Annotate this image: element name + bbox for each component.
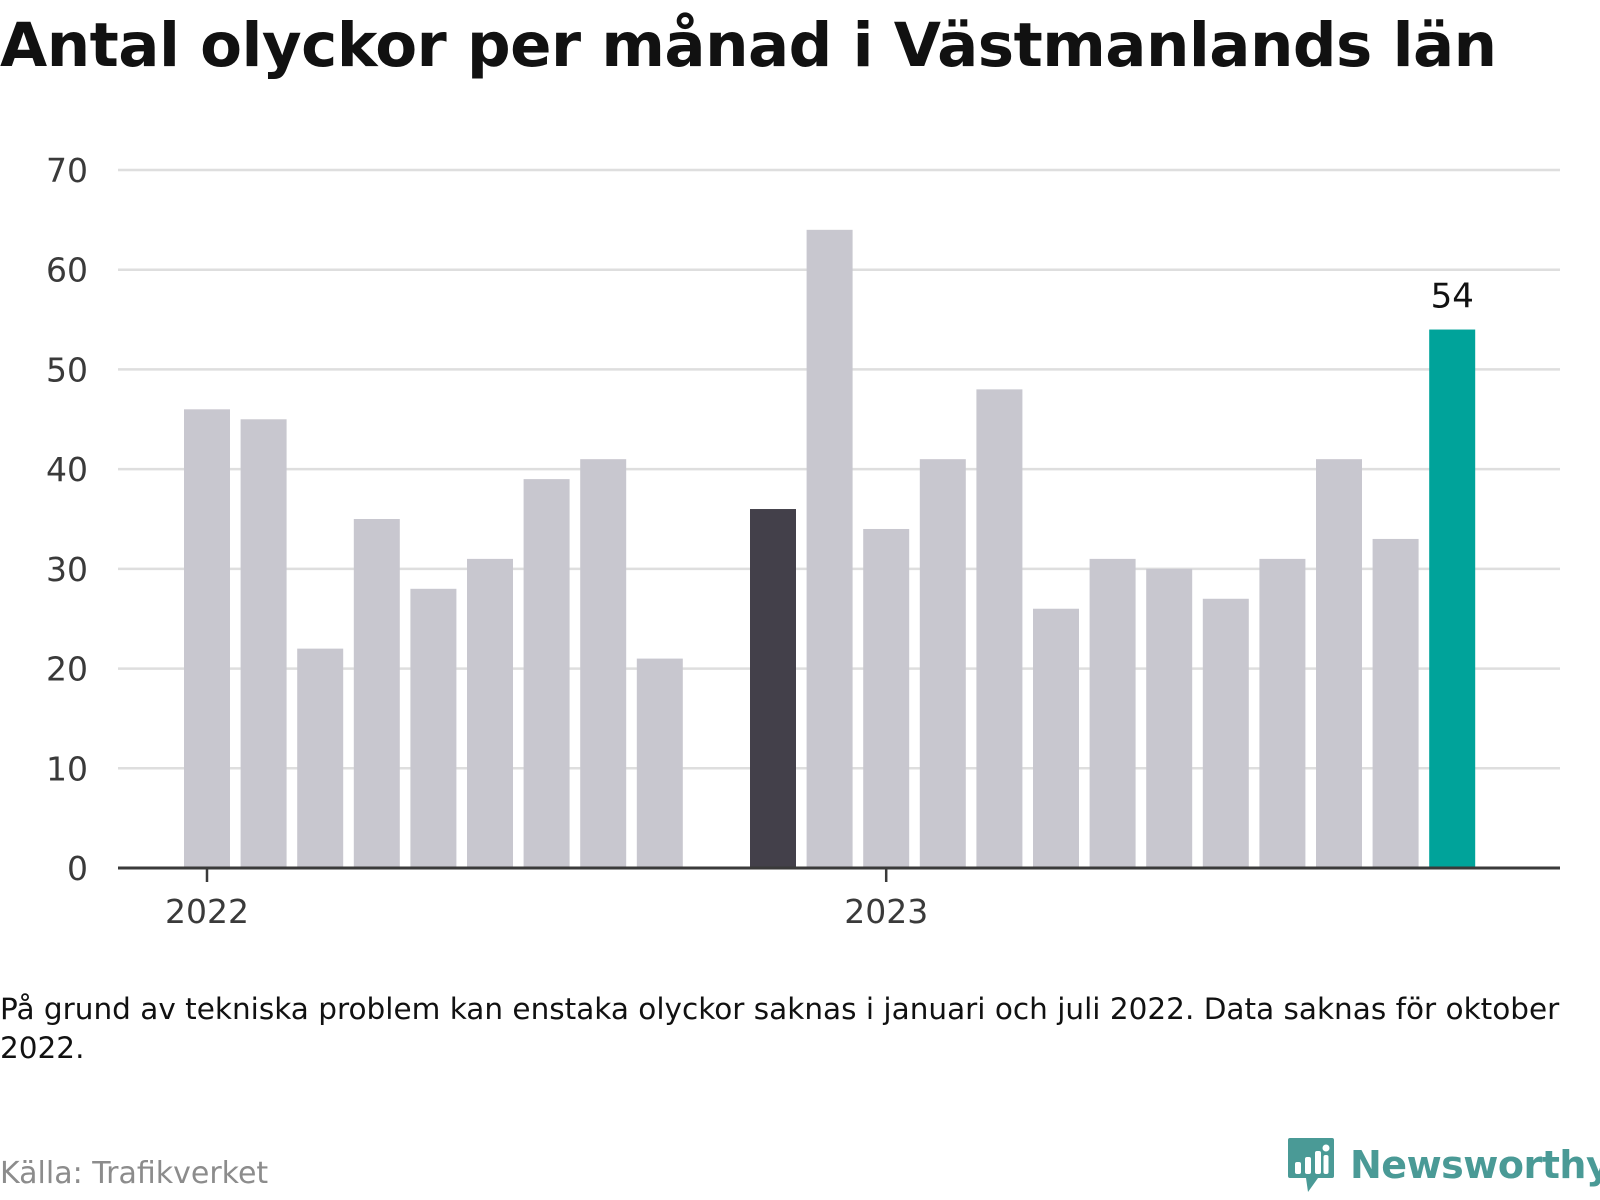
bar-2023-06 xyxy=(1146,568,1193,868)
y-axis-ticks: 0 10 20 30 40 50 60 70 xyxy=(46,151,88,888)
bar-2023-08 xyxy=(1259,558,1306,868)
y-tick-label: 20 xyxy=(46,650,88,689)
bar-2023-09 xyxy=(1316,459,1362,868)
y-tick-label: 0 xyxy=(67,849,88,888)
y-tick-label: 50 xyxy=(46,350,88,389)
bar-2023-03 xyxy=(976,389,1023,868)
x-tick-label: 2023 xyxy=(844,892,928,931)
bar-2022-11 xyxy=(750,509,796,868)
chart-footnote: På grund av tekniska problem kan enstaka… xyxy=(0,992,1560,1065)
y-tick-label: 70 xyxy=(46,151,88,190)
bars xyxy=(184,229,1476,869)
chart-title: Antal olyckor per månad i Västmanlands l… xyxy=(0,10,1497,81)
brand-name: Newsworthy xyxy=(1350,1143,1600,1187)
y-tick-label: 30 xyxy=(46,550,88,589)
data-labels: 54 xyxy=(1431,277,1474,317)
brand-logo: Newsworthy xyxy=(1286,1136,1600,1194)
x-axis-ticks: 2022 2023 xyxy=(165,868,928,931)
bar-chart-speech-bubble-icon xyxy=(1288,1138,1334,1192)
bar-2022-07 xyxy=(523,479,570,868)
y-tick-label: 60 xyxy=(46,251,88,290)
bar-2022-09 xyxy=(636,658,683,868)
bar-2022-05 xyxy=(410,588,457,868)
bar-2022-04 xyxy=(353,519,400,868)
bar-2022-08 xyxy=(580,459,627,868)
data-label-2023-11: 54 xyxy=(1431,277,1474,317)
bar-2022-12 xyxy=(806,229,853,869)
bar-2022-03 xyxy=(297,648,344,868)
bar-chart: 0 10 20 30 40 50 60 70 54 2022 2023 xyxy=(46,151,1560,931)
bar-2022-01 xyxy=(184,409,230,868)
bar-2023-07 xyxy=(1202,598,1249,868)
bar-2023-02 xyxy=(919,459,966,868)
y-tick-label: 40 xyxy=(46,450,88,489)
bar-2023-10 xyxy=(1372,538,1419,868)
bar-2022-06 xyxy=(467,558,513,868)
bar-2022-02 xyxy=(240,419,287,868)
bar-2023-05 xyxy=(1089,558,1136,868)
bar-2023-01 xyxy=(863,528,910,868)
y-tick-label: 10 xyxy=(46,749,88,788)
source-credit: Källa: Trafikverket xyxy=(0,1156,269,1191)
bar-2023-11 xyxy=(1429,329,1476,868)
x-tick-label: 2022 xyxy=(165,892,249,931)
bar-2023-04 xyxy=(1033,608,1079,868)
